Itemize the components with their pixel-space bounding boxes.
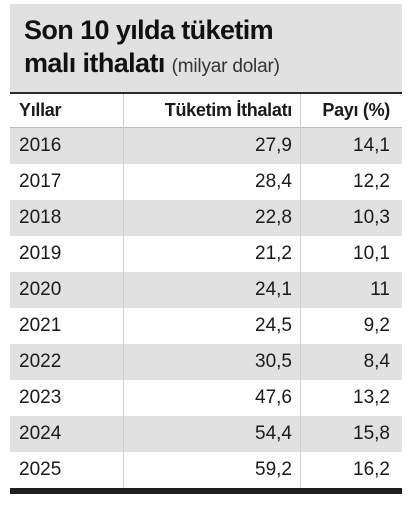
imports-cell: 24,1 (123, 272, 301, 308)
title-unit: (milyar dolar) (171, 56, 280, 77)
imports-cell: 28,4 (123, 164, 301, 200)
year-cell: 2022 (10, 344, 124, 380)
year-cell: 2016 (10, 127, 124, 164)
year-cell: 2018 (10, 200, 124, 236)
year-cell: 2017 (10, 164, 124, 200)
year-cell: 2024 (10, 416, 124, 452)
table-row: 2020 24,1 11 (10, 272, 402, 308)
table-row: 2016 27,9 14,1 (10, 127, 402, 164)
share-cell: 15,8 (353, 423, 390, 444)
year-cell: 2023 (10, 380, 124, 416)
header-share: Payı (%) (322, 100, 390, 120)
table-row: 2017 28,4 12,2 (10, 164, 402, 200)
year-cell: 2020 (10, 272, 124, 308)
year-cell: 2025 (10, 452, 124, 488)
table-row: 2021 24,5 9,2 (10, 308, 402, 344)
share-cell: 10,1 (353, 243, 390, 264)
share-cell: 10,3 (353, 207, 390, 228)
bottom-rule (10, 488, 402, 494)
top-rule (10, 92, 402, 94)
title-line-2: malı ithalatı (milyar dolar) (24, 47, 390, 83)
header-years: Yıllar (10, 94, 124, 128)
share-cell: 9,2 (363, 315, 390, 336)
table-row: 2018 22,8 10,3 (10, 200, 402, 236)
table-row: 2022 30,5 8,4 (10, 344, 402, 380)
imports-cell: 27,9 (123, 127, 301, 164)
share-cell: 14,1 (353, 135, 390, 156)
imports-cell: 22,8 (123, 200, 301, 236)
share-cell: 8,4 (363, 351, 390, 372)
title-line-1: Son 10 yılda tüketim (24, 15, 274, 45)
share-cell: 12,2 (353, 171, 390, 192)
table-row: 2019 21,2 10,1 (10, 236, 402, 272)
share-cell: 11 (370, 279, 390, 300)
header-consumption-imports: Tüketim İthalatı (123, 94, 301, 128)
imports-cell: 47,6 (123, 380, 301, 416)
imports-cell: 21,2 (123, 236, 301, 272)
year-cell: 2019 (10, 236, 124, 272)
imports-cell: 30,5 (123, 344, 301, 380)
data-table: Yıllar Tüketim İthalatı Payı (%) 2016 27… (10, 94, 402, 488)
table-row: 2025 59,2 16,2 (10, 452, 402, 488)
imports-cell: 59,2 (123, 452, 301, 488)
year-cell: 2021 (10, 308, 124, 344)
share-cell: 16,2 (353, 459, 390, 480)
title-box: Son 10 yılda tüketim malı ithalatı (mily… (10, 4, 402, 92)
imports-cell: 54,4 (123, 416, 301, 452)
table-row: 2024 54,4 15,8 (10, 416, 402, 452)
infographic-card: Son 10 yılda tüketim malı ithalatı (mily… (10, 4, 402, 494)
title-main: malı ithalatı (24, 48, 165, 78)
header-row: Yıllar Tüketim İthalatı Payı (%) (10, 94, 402, 128)
table-row: 2023 47,6 13,2 (10, 380, 402, 416)
share-cell: 13,2 (353, 387, 390, 408)
imports-cell: 24,5 (123, 308, 301, 344)
